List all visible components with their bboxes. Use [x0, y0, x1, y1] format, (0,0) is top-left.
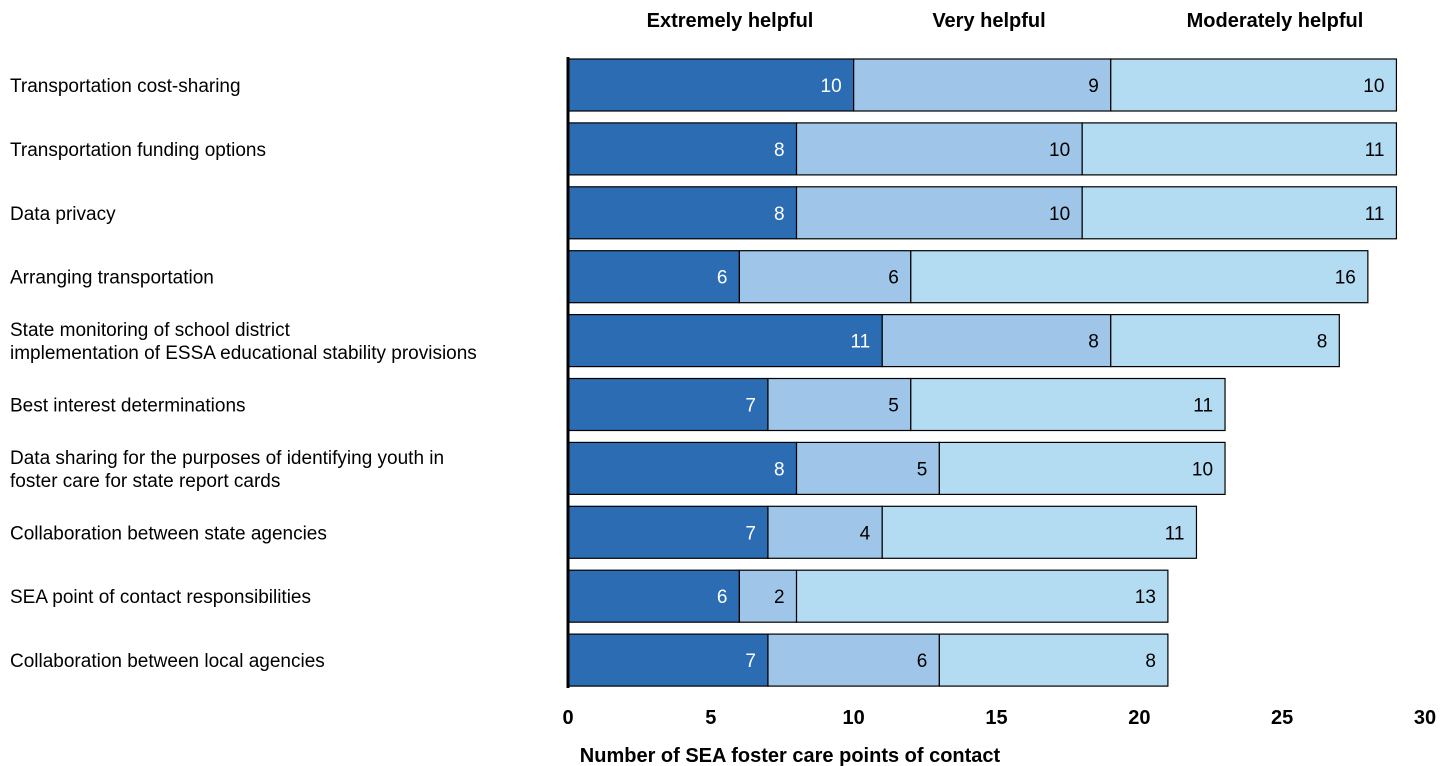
- category-label: Arranging transportation: [10, 268, 214, 289]
- bar-segment: [938, 441, 1226, 495]
- bar-segment: [567, 58, 855, 112]
- data-label: 16: [1335, 268, 1356, 289]
- category-label: Transportation cost-sharing: [10, 76, 241, 97]
- data-label: 11: [1165, 523, 1185, 544]
- data-label: 6: [888, 268, 899, 289]
- data-label: 7: [745, 651, 756, 672]
- data-label: 8: [774, 459, 785, 480]
- bar-segment: [795, 441, 940, 495]
- category-label: foster care for state report cards: [10, 471, 280, 492]
- category-labels: Transportation cost-sharing Transportatio…: [10, 76, 477, 672]
- category-label: Collaboration between local agencies: [10, 651, 325, 672]
- bar-segment: [881, 314, 1112, 368]
- bar-segment: [1081, 122, 1398, 176]
- data-label: 6: [717, 268, 728, 289]
- data-label: 5: [888, 396, 899, 417]
- data-label: 11: [850, 332, 870, 353]
- bar-segment: [1110, 314, 1340, 368]
- data-label: 8: [1088, 332, 1099, 353]
- data-label: 8: [774, 204, 785, 225]
- data-label: 8: [1145, 651, 1156, 672]
- x-tick-labels: 0 5 10 15 20 25 30: [562, 707, 1436, 729]
- bar-segment: [567, 441, 798, 495]
- bar-segment: [567, 377, 769, 432]
- bar-segment: [795, 186, 1083, 240]
- bar-segment: [738, 250, 912, 304]
- category-label: implementation of ESSA educational stabi…: [10, 343, 477, 364]
- x-tick-label: 25: [1271, 707, 1293, 729]
- category-label: State monitoring of school district: [10, 320, 291, 341]
- data-label: 10: [1192, 459, 1213, 480]
- legend-item-2: Moderately helpful: [1187, 10, 1364, 32]
- bars: 10 9 10 8 10 11 8 10 11 6 6 16 11 8 8 7 5 11 8 5 10 7 4 11 6 2 13 7…: [567, 58, 1398, 687]
- category-label: Transportation funding options: [10, 140, 266, 161]
- bar-segment: [795, 569, 1169, 623]
- bar-segment: [567, 505, 769, 559]
- data-label: 8: [774, 140, 785, 161]
- data-label: 5: [917, 459, 928, 480]
- data-label: 13: [1135, 587, 1156, 608]
- x-tick-label: 20: [1128, 707, 1150, 729]
- data-label: 10: [1049, 140, 1070, 161]
- bar-segment: [567, 186, 798, 240]
- x-tick-label: 10: [843, 707, 865, 729]
- bar-segment: [853, 58, 1112, 112]
- data-label: 8: [1317, 332, 1328, 353]
- bar-segment: [567, 314, 883, 368]
- bar-segment: [738, 569, 798, 623]
- bar-segment: [1081, 186, 1398, 240]
- legend: Extremely helpful Very helpful Moderately …: [647, 10, 1364, 32]
- data-label: 9: [1088, 76, 1099, 97]
- data-label: 2: [774, 587, 785, 608]
- data-label: 11: [1365, 204, 1385, 225]
- bar-segment: [567, 633, 769, 687]
- data-label: 11: [1193, 396, 1213, 417]
- bar-segment: [1110, 58, 1398, 112]
- data-label: 4: [860, 523, 871, 544]
- data-label: 11: [1365, 140, 1385, 161]
- category-label: Best interest determinations: [10, 396, 246, 417]
- data-label: 7: [745, 523, 756, 544]
- bar-segment: [767, 377, 912, 432]
- category-label: SEA point of contact responsibilities: [10, 587, 311, 608]
- data-label: 10: [1363, 76, 1384, 97]
- bar-segment: [567, 122, 798, 176]
- category-label: Collaboration between state agencies: [10, 523, 327, 544]
- legend-item-0: Extremely helpful: [647, 10, 814, 32]
- data-label: 10: [821, 76, 842, 97]
- legend-item-1: Very helpful: [932, 10, 1045, 32]
- bar-segment: [938, 633, 1169, 687]
- bar-segment: [881, 505, 1198, 559]
- x-tick-label: 0: [562, 707, 573, 729]
- x-tick-label: 5: [705, 707, 716, 729]
- bar-segment: [567, 569, 740, 623]
- data-label: 6: [717, 587, 728, 608]
- data-label: 6: [917, 651, 928, 672]
- bar-segment: [567, 250, 740, 304]
- bar-segment: [795, 122, 1083, 176]
- data-label: 10: [1049, 204, 1070, 225]
- x-tick-label: 15: [985, 707, 1007, 729]
- bar-segment: [910, 250, 1369, 304]
- category-label: Data sharing for the purposes of identif…: [10, 448, 444, 469]
- bar-segment: [767, 505, 883, 559]
- x-axis-title: Number of SEA foster care points of cont…: [580, 745, 1001, 766]
- category-label: Data privacy: [10, 204, 116, 225]
- bar-segment: [767, 633, 940, 687]
- data-label: 7: [745, 396, 756, 417]
- x-tick-label: 30: [1414, 707, 1436, 729]
- bar-segment: [910, 377, 1226, 432]
